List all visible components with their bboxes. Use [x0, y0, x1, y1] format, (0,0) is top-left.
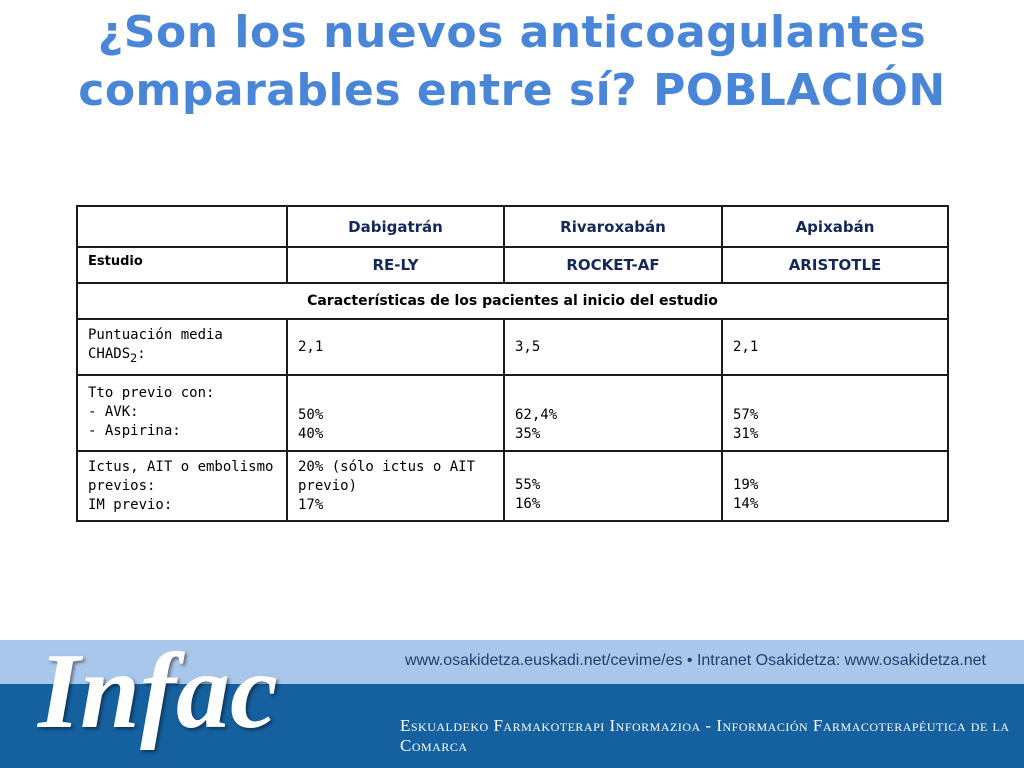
cell-prior-apixaban: 57% 31% — [721, 374, 949, 452]
table-row-stroke: Ictus, AIT o embolismo previos: IM previ… — [76, 450, 949, 522]
footer-band-light — [0, 640, 1024, 684]
study-aristotle: ARISTOTLE — [721, 246, 949, 284]
cell-stroke-apixaban-line1: 19% — [733, 477, 759, 493]
cell-stroke-rivaroxaban-line2: 16% — [515, 496, 541, 512]
section-title: Características de los pacientes al inic… — [76, 282, 949, 320]
cell-prior-dabigatran-avk: 50% — [298, 407, 324, 423]
cell-stroke-dabigatran-line1: 20% (sólo ictus o AIT — [298, 458, 476, 475]
cell-stroke-dabigatran-line2: previo) — [298, 477, 358, 494]
drug-header-rivaroxaban: Rivaroxabán — [503, 205, 723, 248]
row-label-prior-line3: - Aspirina: — [88, 423, 181, 439]
drug-header-apixaban: Apixabán — [721, 205, 949, 248]
study-rocket-af: ROCKET-AF — [503, 246, 723, 284]
row-label-chads-sub: 2 — [130, 350, 138, 365]
cell-prior-dabigatran-aspirin: 40% — [298, 426, 324, 442]
row-label-stroke-line1: Ictus, AIT o embolismo — [88, 458, 274, 475]
cell-chads-rivaroxaban: 3,5 — [503, 318, 723, 376]
table-row-chads: Puntuación media CHADS2: 2,1 3,5 2,1 — [76, 318, 949, 376]
cell-stroke-rivaroxaban: 55% 16% — [503, 450, 723, 522]
cell-prior-dabigatran: 50% 40% — [286, 374, 505, 452]
cell-stroke-apixaban-line2: 14% — [733, 496, 759, 512]
table-row-section: Características de los pacientes al inic… — [76, 282, 949, 320]
cell-prior-rivaroxaban-avk: 62,4% — [515, 407, 558, 423]
row-label-stroke: Ictus, AIT o embolismo previos: IM previ… — [76, 450, 288, 522]
table-row-studies: Estudio RE-LY ROCKET-AF ARISTOTLE — [76, 246, 949, 284]
footer-links: www.osakidetza.euskadi.net/cevime/es • I… — [405, 652, 986, 669]
cell-chads-dabigatran: 2,1 — [286, 318, 505, 376]
cell-prior-apixaban-aspirin: 31% — [733, 426, 759, 442]
cell-prior-apixaban-avk: 57% — [733, 407, 759, 423]
cell-stroke-dabigatran-line3: 17% — [298, 496, 324, 513]
infac-logo: Infac — [38, 632, 278, 751]
study-rely: RE-LY — [286, 246, 505, 284]
footer-band-dark — [0, 684, 1024, 768]
drug-header-dabigatran: Dabigatrán — [286, 205, 505, 248]
row-label-stroke-line3: IM previo: — [88, 496, 173, 513]
slide-title-line1: ¿Son los nuevos anticoagulantes — [97, 7, 927, 58]
comparison-table: Dabigatrán Rivaroxabán Apixabán Estudio … — [76, 205, 949, 522]
row-label-prior-line2: - AVK: — [88, 404, 139, 420]
cell-prior-rivaroxaban: 62,4% 35% — [503, 374, 723, 452]
cell-stroke-apixaban: 19% 14% — [721, 450, 949, 522]
row-label-chads-suffix: : — [137, 346, 146, 363]
row-label-chads-line1: Puntuación media — [88, 327, 223, 344]
slide-title-line2: comparables entre sí? POBLACIÓN — [78, 65, 946, 116]
row-label-stroke-line2: previos: — [88, 477, 156, 494]
cell-prior-rivaroxaban-aspirin: 35% — [515, 426, 541, 442]
slide-title: ¿Son los nuevos anticoagulantes comparab… — [0, 4, 1024, 120]
row-label-prior-line1: Tto previo con: — [88, 385, 215, 401]
cell-chads-apixaban: 2,1 — [721, 318, 949, 376]
row-label-prior-treatment: Tto previo con: - AVK: - Aspirina: — [76, 374, 288, 452]
row-label-chads: Puntuación media CHADS2: — [76, 318, 288, 376]
study-label: Estudio — [76, 246, 288, 284]
table-corner-cell — [76, 205, 288, 248]
table-row-drugs: Dabigatrán Rivaroxabán Apixabán — [76, 205, 949, 248]
row-label-chads-line2: CHADS — [88, 346, 131, 363]
cell-stroke-dabigatran: 20% (sólo ictus o AIT previo) 17% — [286, 450, 505, 522]
table-row-prior-treatment: Tto previo con: - AVK: - Aspirina: 50% 4… — [76, 374, 949, 452]
cell-stroke-rivaroxaban-line1: 55% — [515, 477, 541, 493]
footer-subtitle: Eskualdeko Farmakoterapi Informazioa - I… — [400, 716, 1010, 755]
